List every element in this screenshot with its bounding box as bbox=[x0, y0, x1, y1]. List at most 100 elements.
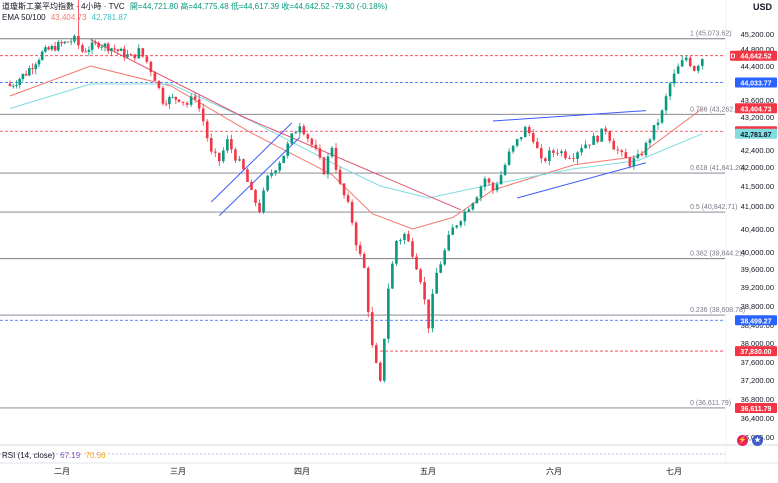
time-axis[interactable]: 二月 三月 四月 五月 六月 七月 bbox=[54, 466, 682, 476]
candle-body bbox=[31, 68, 34, 70]
candle-body bbox=[97, 42, 100, 48]
ema100-line bbox=[9, 83, 703, 199]
candle-body bbox=[258, 202, 261, 213]
candle-body bbox=[660, 110, 664, 123]
candle-body bbox=[636, 154, 640, 159]
ema100-value: 42,781.87 bbox=[91, 13, 128, 22]
candle-body bbox=[354, 222, 358, 246]
candle-body bbox=[535, 141, 539, 149]
candle-body bbox=[688, 57, 692, 67]
symbol-legend: 道瓊斯工業平均指數 · 4小時 · TVC 開=44,721.80 高=44,7… bbox=[2, 2, 390, 12]
candle-body bbox=[11, 85, 15, 87]
candle-body bbox=[701, 58, 704, 66]
candle-body bbox=[628, 158, 632, 167]
candle-body bbox=[290, 133, 294, 144]
candle-body bbox=[692, 66, 696, 71]
candle-body bbox=[616, 149, 620, 151]
price-axis[interactable]: 45,200.0044,800.0044,400.0044,000.0043,6… bbox=[741, 30, 774, 442]
candle-body bbox=[106, 43, 110, 52]
candle-body bbox=[479, 186, 483, 198]
ema-label[interactable]: EMA 50/100 bbox=[2, 13, 46, 22]
candle-body bbox=[519, 137, 523, 140]
candle-body bbox=[612, 140, 616, 150]
candle-body bbox=[230, 139, 233, 150]
trend-line bbox=[243, 116, 461, 211]
corner-icons: ⚡ ★ bbox=[737, 435, 763, 446]
trend-line bbox=[218, 136, 301, 216]
candles[interactable] bbox=[8, 0, 704, 383]
price-tick-label: 41,000.00 bbox=[741, 202, 774, 211]
candle-body bbox=[326, 156, 330, 175]
fib-level-label: 0.618 (41,841.20) bbox=[690, 165, 745, 172]
candle-body bbox=[84, 51, 87, 53]
candle-body bbox=[222, 150, 225, 162]
candle-body bbox=[620, 150, 624, 153]
candle-body bbox=[338, 169, 342, 184]
candle-body bbox=[676, 66, 680, 74]
price-tick-label: 45,200.00 bbox=[741, 30, 774, 39]
candle-body bbox=[523, 127, 527, 138]
candle-body bbox=[153, 72, 157, 81]
currency-label[interactable]: USD bbox=[752, 2, 772, 12]
time-tick-label: 二月 bbox=[54, 467, 70, 476]
fibonacci-retracement[interactable]: 1 (45,073.62) 0.786 (43,262.79) 0.618 (41,… bbox=[0, 31, 745, 409]
flash-icon[interactable]: ⚡ bbox=[737, 435, 748, 446]
candle-body bbox=[40, 51, 44, 60]
price-tick-label: 42,400.00 bbox=[741, 146, 774, 155]
candle-body bbox=[53, 45, 57, 51]
candle-body bbox=[197, 99, 201, 109]
trend-lines[interactable] bbox=[90, 39, 647, 216]
candle-body bbox=[608, 131, 612, 141]
candle-body bbox=[527, 127, 531, 134]
price-labels: DJI44,642.5244,033.7743,404.7342,842.984… bbox=[730, 50, 777, 413]
candle-body bbox=[596, 135, 599, 142]
ema50-value: 43,404.73 bbox=[50, 13, 87, 22]
price-label-text: 37,830.00 bbox=[740, 349, 771, 356]
candle-body bbox=[415, 256, 418, 270]
candle-body bbox=[73, 35, 76, 42]
price-label-text: 38,499.27 bbox=[740, 318, 771, 325]
candle-body bbox=[447, 234, 451, 251]
candle-body bbox=[552, 150, 555, 153]
candle-body bbox=[310, 138, 314, 145]
candle-body bbox=[672, 73, 676, 84]
candle-body bbox=[238, 159, 241, 161]
price-label-box bbox=[735, 103, 777, 114]
candle-body bbox=[24, 73, 28, 76]
candle-body bbox=[664, 96, 668, 111]
price-tick-label: 38,000.00 bbox=[741, 339, 774, 348]
candle-body bbox=[123, 48, 126, 58]
candle-body bbox=[113, 48, 116, 50]
candle-body bbox=[69, 41, 73, 43]
candle-body bbox=[564, 151, 567, 159]
candle-body bbox=[181, 101, 185, 103]
candle-body bbox=[507, 151, 511, 165]
rsi-label[interactable]: RSI (14, close) bbox=[2, 451, 55, 460]
candle-body bbox=[350, 201, 354, 223]
price-label-box bbox=[735, 315, 777, 326]
us-flag-icon[interactable]: ★ bbox=[752, 435, 763, 446]
price-tick-label: 40,000.00 bbox=[741, 248, 774, 257]
candle-body bbox=[34, 64, 38, 70]
candle-body bbox=[439, 264, 442, 273]
time-tick-label: 七月 bbox=[666, 467, 682, 476]
candle-body bbox=[314, 144, 318, 149]
candle-body bbox=[696, 65, 700, 71]
candle-body bbox=[174, 96, 178, 100]
candle-body bbox=[556, 152, 559, 154]
candle-body bbox=[177, 99, 181, 102]
candle-body bbox=[254, 189, 257, 203]
candle-body bbox=[81, 45, 84, 52]
candle-body bbox=[90, 42, 94, 50]
ohlc-values: 開=44,721.80 高=44,775.48 低=44,617.39 收=44… bbox=[129, 2, 388, 11]
price-tick-label: 43,200.00 bbox=[741, 113, 774, 122]
candle-body bbox=[57, 42, 60, 51]
price-label-text: 43,404.73 bbox=[740, 106, 771, 113]
candle-body bbox=[379, 362, 382, 381]
candle-body bbox=[50, 45, 54, 50]
symbol-title[interactable]: 道瓊斯工業平均指數 · 4小時 · TVC bbox=[2, 2, 125, 11]
candle-body bbox=[491, 182, 495, 191]
candle-body bbox=[399, 240, 402, 241]
fib-level-label: 0.236 (38,608.78) bbox=[690, 307, 745, 314]
